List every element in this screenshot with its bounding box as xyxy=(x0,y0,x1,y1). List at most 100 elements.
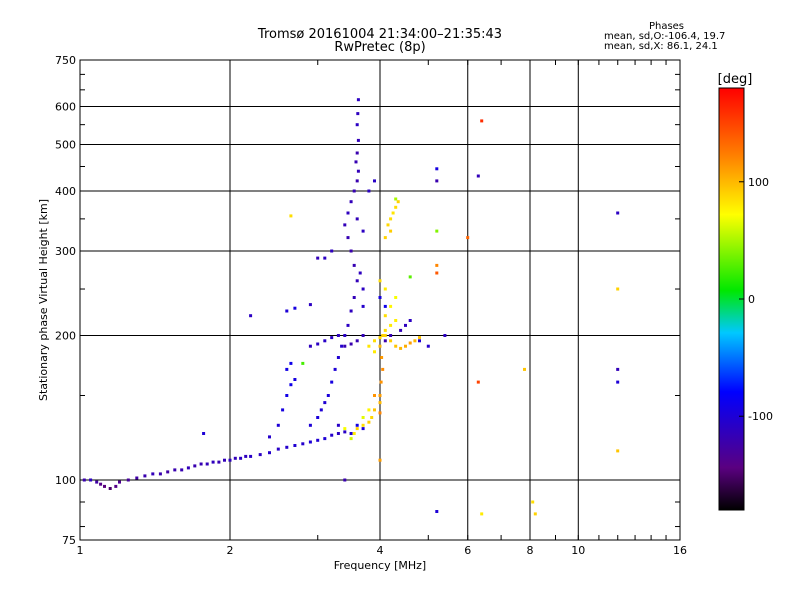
data-point xyxy=(228,458,232,462)
grid xyxy=(80,60,680,540)
data-point xyxy=(343,223,347,227)
data-point xyxy=(379,380,383,384)
axis-ticks: 1 2 4 6 8 10 16 75 100 200 300 400 500 600 750 xyxy=(55,54,687,557)
data-point xyxy=(370,416,374,419)
data-point xyxy=(435,263,439,267)
data-point xyxy=(418,336,421,340)
data-point xyxy=(378,458,382,462)
data-point xyxy=(158,472,162,476)
data-point xyxy=(316,342,320,346)
data-point xyxy=(378,296,382,299)
data-point xyxy=(330,433,334,437)
data-point xyxy=(396,200,400,204)
data-point xyxy=(346,211,350,215)
data-point xyxy=(361,416,365,419)
stats-heading: Phases xyxy=(648,21,685,32)
data-point xyxy=(199,462,203,466)
data-point xyxy=(143,474,147,478)
data-point xyxy=(343,478,347,482)
data-point xyxy=(223,458,226,462)
data-point xyxy=(205,462,209,466)
data-point xyxy=(373,179,376,183)
data-point xyxy=(268,451,271,455)
data-point xyxy=(349,200,353,204)
data-point xyxy=(356,169,360,173)
data-point xyxy=(378,401,382,405)
data-point xyxy=(356,98,360,102)
data-point xyxy=(82,478,86,482)
data-point xyxy=(531,500,535,504)
data-point xyxy=(378,344,382,348)
data-point xyxy=(217,460,221,464)
y-tick-label: 75 xyxy=(62,534,76,547)
data-point xyxy=(285,394,289,397)
data-point xyxy=(394,296,398,299)
data-point xyxy=(383,339,387,343)
data-point xyxy=(293,444,297,447)
data-point xyxy=(126,478,130,482)
data-point xyxy=(285,367,289,371)
data-point xyxy=(383,334,387,337)
data-point xyxy=(389,339,393,343)
data-point xyxy=(389,217,393,221)
data-point xyxy=(173,468,177,472)
x-tick-label: 6 xyxy=(464,544,471,557)
data-point xyxy=(435,271,439,275)
data-point xyxy=(367,344,371,348)
data-point xyxy=(435,179,439,183)
data-point xyxy=(293,378,297,381)
data-point xyxy=(413,339,417,343)
data-point xyxy=(193,464,197,468)
data-point xyxy=(367,408,371,412)
data-point xyxy=(349,432,353,435)
data-point xyxy=(346,236,350,240)
data-point xyxy=(249,314,253,318)
data-point xyxy=(239,456,243,460)
data-point xyxy=(389,229,393,233)
data-point xyxy=(285,445,289,449)
data-point xyxy=(289,383,293,387)
data-point xyxy=(404,344,407,348)
x-tick-label: 4 xyxy=(377,544,384,557)
data-point xyxy=(323,339,327,343)
data-point xyxy=(343,427,347,431)
data-point xyxy=(361,423,365,427)
data-point xyxy=(616,449,620,453)
data-point xyxy=(443,334,447,337)
y-tick-label: 500 xyxy=(55,139,76,152)
data-point xyxy=(352,189,356,193)
data-point xyxy=(399,328,403,332)
data-point xyxy=(330,249,334,253)
data-point xyxy=(383,314,387,318)
data-point xyxy=(435,510,439,513)
data-point xyxy=(616,287,620,291)
data-point xyxy=(391,211,395,215)
data-point xyxy=(361,287,365,291)
data-point xyxy=(616,367,620,371)
data-point xyxy=(180,468,184,472)
data-point xyxy=(114,484,118,488)
data-point xyxy=(383,287,387,291)
data-point xyxy=(276,447,280,451)
data-point xyxy=(108,487,112,490)
x-axis-label: Frequency [MHz] xyxy=(334,559,426,572)
data-point xyxy=(373,339,376,343)
data-point xyxy=(258,453,262,457)
data-point xyxy=(316,256,320,260)
data-point xyxy=(361,304,365,308)
data-point xyxy=(480,119,484,123)
stats-x-line: mean, sd,X: 86.1, 24.1 xyxy=(604,41,718,52)
data-point xyxy=(330,380,334,384)
data-point xyxy=(135,476,139,480)
data-point xyxy=(336,334,340,337)
data-point xyxy=(244,454,248,458)
data-point xyxy=(373,408,376,412)
data-point xyxy=(289,361,293,365)
data-point xyxy=(523,367,526,371)
data-point xyxy=(386,223,390,227)
data-point xyxy=(408,319,412,322)
data-point xyxy=(426,344,430,348)
data-point xyxy=(323,437,327,441)
data-point xyxy=(616,380,620,384)
data-point xyxy=(355,217,359,221)
